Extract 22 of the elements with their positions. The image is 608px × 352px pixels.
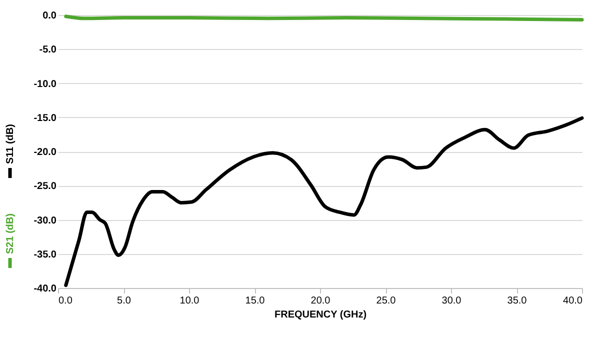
y-tick-label: -5.0 (39, 44, 57, 56)
y-tick-label: -15.0 (34, 112, 57, 124)
x-tick-label: 35.0 (507, 296, 528, 306)
y-tick-label: -25.0 (34, 181, 57, 192)
y-tick-label: 0.0 (42, 10, 57, 22)
y-tick-label: -30.0 (34, 215, 57, 226)
x-tick-label: 30.0 (442, 296, 462, 306)
x-tick-label: 20.0 (310, 296, 331, 306)
x-axis-title: FREQUENCY (GHz) (274, 310, 367, 320)
x-tick-label: 15.0 (245, 296, 266, 306)
text: S21 (dB) (5, 213, 16, 254)
line-series (64, 116, 584, 288)
y-tick-label: -20.0 (34, 147, 57, 158)
x-tick-label: 5.0 (117, 296, 132, 306)
y-tick-label: -10.0 (34, 78, 57, 90)
x-tick-label: 10.0 (180, 296, 200, 306)
x-tick-label: 25.0 (376, 296, 396, 306)
x-tick-label: 0.0 (58, 296, 73, 306)
x-tick-label: 40.0 (563, 296, 583, 306)
text: S11 (dB) (5, 124, 16, 164)
y-tick-label: -40.0 (34, 284, 57, 294)
y-tick-label: -35.0 (34, 249, 57, 260)
